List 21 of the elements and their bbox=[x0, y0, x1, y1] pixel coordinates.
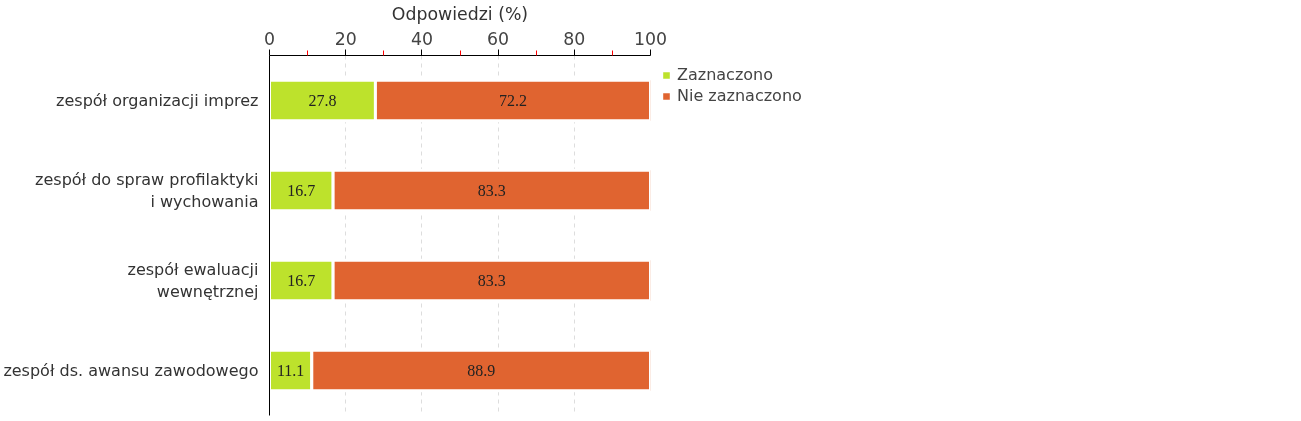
data-label: 83.3 bbox=[477, 272, 506, 289]
x-tick-label: 60 bbox=[487, 28, 510, 49]
x-tick-label: 80 bbox=[563, 28, 586, 49]
x-tick-label: 40 bbox=[410, 28, 433, 49]
x-tick-label: 100 bbox=[633, 28, 668, 49]
y-tick-label: zespół do spraw profilaktyki i wychowania bbox=[35, 169, 259, 212]
y-tick-label: zespół ds. awansu zawodowego bbox=[3, 361, 259, 380]
data-label: 16.7 bbox=[287, 272, 316, 289]
x-tick-label: 20 bbox=[334, 28, 357, 49]
data-label: 72.2 bbox=[498, 92, 527, 109]
y-tick-label: zespół ewaluacji wewnętrznej bbox=[127, 259, 259, 302]
data-label: 88.9 bbox=[467, 362, 496, 379]
legend-label: Nie zaznaczono bbox=[677, 86, 802, 105]
data-label: 11.1 bbox=[276, 362, 305, 379]
x-tick-label: 0 bbox=[263, 28, 276, 49]
data-label: 83.3 bbox=[477, 182, 506, 199]
data-label: 16.7 bbox=[287, 182, 316, 199]
x-axis-title: Odpowiedzi (%) bbox=[391, 3, 529, 24]
legend-label: Zaznaczono bbox=[677, 65, 774, 84]
data-label: 27.8 bbox=[308, 92, 337, 109]
y-tick-label: zespół organizacji imprez bbox=[56, 91, 259, 110]
